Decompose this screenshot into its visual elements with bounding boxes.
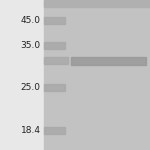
- Bar: [44, 0, 150, 150]
- Bar: [44, 84, 65, 91]
- Text: 35.0: 35.0: [20, 41, 40, 50]
- Bar: [44, 42, 65, 49]
- Text: 25.0: 25.0: [21, 83, 40, 92]
- Bar: [44, 127, 65, 134]
- Bar: [44, 17, 65, 24]
- Bar: [70, 57, 146, 65]
- Bar: [44, 57, 68, 64]
- Text: 45.0: 45.0: [21, 16, 40, 25]
- Bar: [44, 0, 150, 7]
- Text: 18.4: 18.4: [21, 126, 40, 135]
